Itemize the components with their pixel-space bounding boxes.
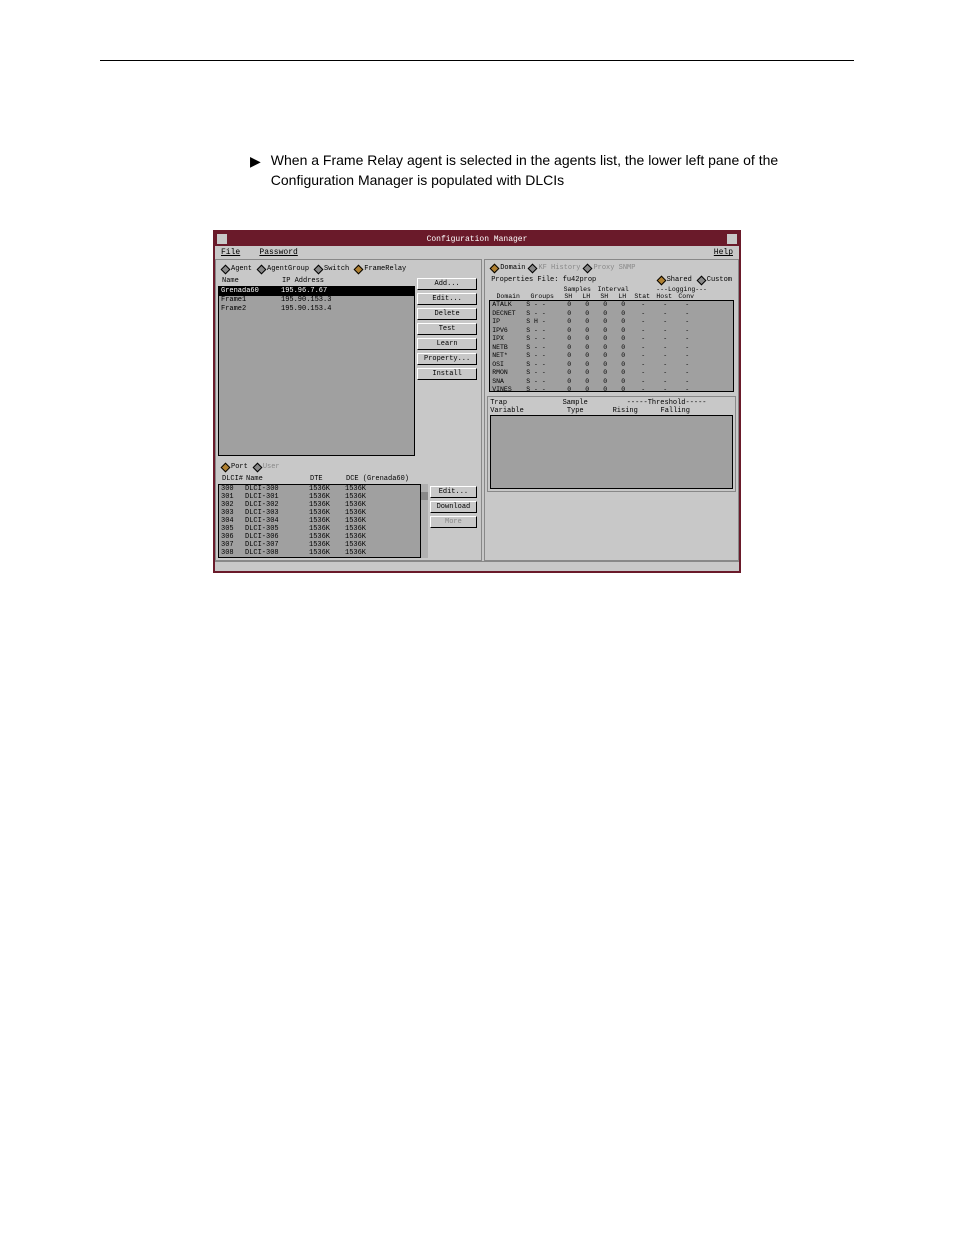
menubar: File Password Help [215, 246, 739, 259]
intro-paragraph: ▶ When a Frame Relay agent is selected i… [250, 151, 854, 190]
list-item[interactable]: Frame1 195.90.153.3 [219, 296, 414, 305]
config-manager-window: Configuration Manager File Password Help… [213, 230, 741, 573]
radio-agent[interactable]: Agent [222, 265, 252, 273]
menu-file[interactable]: File [221, 248, 240, 257]
add-button[interactable]: Add... [417, 278, 477, 290]
domain-row[interactable]: RMONS - -0000--- [490, 369, 733, 378]
edit-button[interactable]: Edit... [417, 293, 477, 305]
col-dce: DCE (Grenada60) [346, 475, 409, 483]
agent-buttons: Add... Edit... Delete Test Learn Propert… [415, 276, 479, 456]
maximize-icon[interactable] [727, 234, 737, 244]
page-rule [100, 60, 854, 61]
menu-password[interactable]: Password [259, 248, 297, 257]
domain-header-top: Samples Interval ---Logging--- [489, 286, 734, 293]
port-user-radios: Port User [218, 460, 479, 474]
col-ip: IP Address [282, 277, 324, 285]
domain-row[interactable]: IPXS - -0000--- [490, 335, 733, 344]
domain-row[interactable]: IPV6S - -0000--- [490, 327, 733, 336]
domain-header: Domain Groups SH LH SH LH Stat Host Conv [489, 293, 734, 300]
dlci-list[interactable]: 300DLCI-3001536K1536K301DLCI-3011536K153… [218, 484, 428, 558]
dlci-row[interactable]: 308DLCI-3081536K1536K [219, 549, 427, 557]
dlci-row[interactable]: 303DLCI-3031536K1536K [219, 509, 427, 517]
menu-help[interactable]: Help [714, 248, 733, 257]
domain-row[interactable]: OSIS - -0000--- [490, 361, 733, 370]
property-button[interactable]: Property... [417, 353, 477, 365]
list-item[interactable]: Frame2 195.90.153.4 [219, 305, 414, 314]
dlci-header: DLCI# Name DTE DCE (Grenada60) [218, 474, 479, 484]
download-button[interactable]: Download [430, 501, 478, 513]
radio-user[interactable]: User [254, 463, 280, 471]
col-name: Name [222, 277, 282, 285]
dlci-row[interactable]: 300DLCI-3001536K1536K [219, 485, 427, 493]
right-top-radios: Domain KF History Proxy SNMP [487, 262, 736, 274]
props-file-value: fu42prop [563, 276, 597, 284]
agent-type-radios: Agent AgentGroup Switch FrameRelay [218, 262, 479, 276]
radio-agentgroup[interactable]: AgentGroup [258, 265, 309, 273]
col-dlci-name: Name [246, 475, 310, 483]
radio-proxy[interactable]: Proxy SNMP [584, 264, 635, 272]
domain-row[interactable]: IPS H -0000--- [490, 318, 733, 327]
dlci-row[interactable]: 302DLCI-3021536K1536K [219, 501, 427, 509]
right-panel: Domain KF History Proxy SNMP Properties … [484, 259, 739, 561]
radio-domain[interactable]: Domain [491, 264, 525, 272]
domain-row[interactable]: VINESS - -0000--- [490, 386, 733, 395]
radio-framerelay[interactable]: FrameRelay [355, 265, 406, 273]
left-panel: Agent AgentGroup Switch FrameRelay Name … [215, 259, 482, 561]
trap-list[interactable] [490, 415, 733, 489]
dlci-edit-button[interactable]: Edit... [430, 486, 478, 498]
titlebar: Configuration Manager [215, 232, 739, 246]
learn-button[interactable]: Learn [417, 338, 477, 350]
install-button[interactable]: Install [417, 368, 477, 380]
scrollbar[interactable] [420, 484, 428, 558]
dlci-row[interactable]: 304DLCI-3041536K1536K [219, 517, 427, 525]
dlci-row[interactable]: 307DLCI-3071536K1536K [219, 541, 427, 549]
col-dte: DTE [310, 475, 346, 483]
sysmenu-icon[interactable] [217, 234, 227, 244]
trap-section: Trap Sample -----Threshold----- Variable… [487, 396, 736, 492]
delete-button[interactable]: Delete [417, 308, 477, 320]
statusbar [215, 561, 739, 571]
intro-text: When a Frame Relay agent is selected in … [271, 151, 854, 190]
domain-row[interactable]: NET*S - -0000--- [490, 352, 733, 361]
trap-subheader: Variable Type Rising Falling [490, 407, 733, 415]
radio-custom[interactable]: Custom [698, 276, 732, 284]
domain-row[interactable]: ATALKS - -0000--- [490, 301, 733, 310]
domain-list[interactable]: ATALKS - -0000---DECNETS - -0000---IPS H… [489, 300, 734, 392]
figure: Configuration Manager File Password Help… [100, 230, 854, 573]
radio-switch[interactable]: Switch [315, 265, 349, 273]
radio-port[interactable]: Port [222, 463, 248, 471]
radio-shared[interactable]: Shared [658, 276, 692, 284]
agent-list-header: Name IP Address [218, 276, 415, 286]
domain-row[interactable]: NETBS - -0000--- [490, 344, 733, 353]
radio-kf[interactable]: KF History [529, 264, 580, 272]
props-file-row: Properties File: fu42prop Shared Custom [487, 274, 736, 286]
more-button[interactable]: More [430, 516, 478, 528]
trap-header: Trap Sample -----Threshold----- [490, 399, 733, 407]
dlci-row[interactable]: 301DLCI-3011536K1536K [219, 493, 427, 501]
test-button[interactable]: Test [417, 323, 477, 335]
props-file-label: Properties File: [491, 276, 558, 284]
agent-list[interactable]: Grenada60 195.96.7.67 Frame1 195.90.153.… [218, 286, 415, 456]
window-title: Configuration Manager [427, 235, 528, 244]
dlci-row[interactable]: 306DLCI-3061536K1536K [219, 533, 427, 541]
dlci-buttons: Edit... Download More [428, 484, 480, 558]
domain-row[interactable]: DECNETS - -0000--- [490, 310, 733, 319]
arrow-icon: ▶ [250, 153, 261, 170]
domain-row[interactable]: SNAS - -0000--- [490, 378, 733, 387]
dlci-row[interactable]: 305DLCI-3051536K1536K [219, 525, 427, 533]
col-dlci: DLCI# [222, 475, 246, 483]
dlci-pane: Port User DLCI# Name DTE DCE (Grenada60)… [218, 460, 479, 558]
list-item[interactable]: Grenada60 195.96.7.67 [219, 287, 414, 296]
